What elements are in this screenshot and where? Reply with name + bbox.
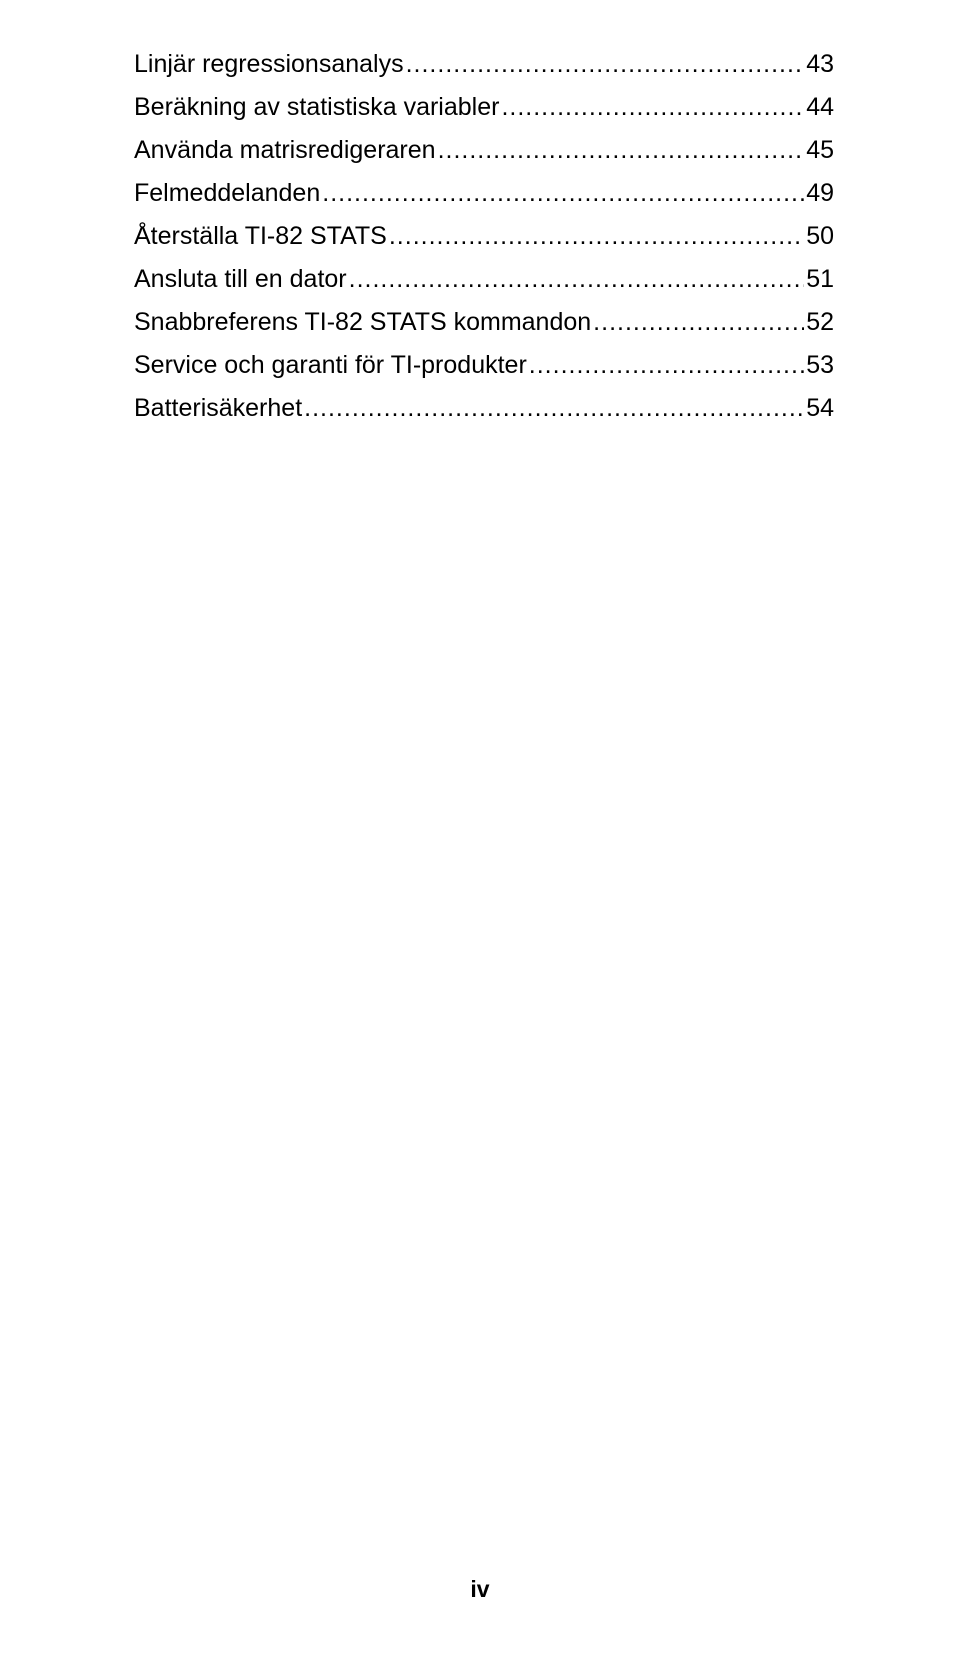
- toc-page: 44: [806, 95, 834, 120]
- toc-label: Linjär regressionsanalys: [134, 52, 404, 77]
- toc-page: 51: [806, 267, 834, 292]
- toc-label: Ansluta till en dator: [134, 267, 347, 292]
- toc-entry: Snabbreferens TI-82 STATS kommandon 52: [134, 310, 834, 335]
- toc-entry: Felmeddelanden 49: [134, 181, 834, 206]
- toc-leader: [438, 138, 805, 163]
- toc-leader: [593, 310, 804, 335]
- toc-label: Snabbreferens TI-82 STATS kommandon: [134, 310, 591, 335]
- toc-page: 53: [806, 353, 834, 378]
- toc-entry: Linjär regressionsanalys 43: [134, 52, 834, 77]
- toc-page: 50: [806, 224, 834, 249]
- toc-page: 43: [806, 52, 834, 77]
- toc-page: 52: [806, 310, 834, 335]
- toc-leader: [529, 353, 804, 378]
- toc-leader: [406, 52, 805, 77]
- page-number: iv: [0, 1576, 960, 1603]
- toc-label: Batterisäkerhet: [134, 396, 302, 421]
- toc-entry: Beräkning av statistiska variabler 44: [134, 95, 834, 120]
- toc-page: 49: [806, 181, 834, 206]
- toc-leader: [304, 396, 804, 421]
- toc-entry: Batterisäkerhet 54: [134, 396, 834, 421]
- toc-page: 54: [806, 396, 834, 421]
- toc-label: Felmeddelanden: [134, 181, 320, 206]
- toc-entry: Återställa TI-82 STATS 50: [134, 224, 834, 249]
- toc-leader: [349, 267, 805, 292]
- toc-label: Återställa TI-82 STATS: [134, 224, 387, 249]
- toc-label: Använda matrisredigeraren: [134, 138, 436, 163]
- toc-leader: [501, 95, 804, 120]
- toc-entry: Använda matrisredigeraren 45: [134, 138, 834, 163]
- toc-entry: Ansluta till en dator 51: [134, 267, 834, 292]
- toc-label: Service och garanti för TI-produkter: [134, 353, 527, 378]
- toc-leader: [322, 181, 804, 206]
- toc-leader: [389, 224, 804, 249]
- toc-page: 45: [806, 138, 834, 163]
- toc-label: Beräkning av statistiska variabler: [134, 95, 499, 120]
- toc-list: Linjär regressionsanalys 43 Beräkning av…: [134, 52, 834, 439]
- toc-entry: Service och garanti för TI-produkter 53: [134, 353, 834, 378]
